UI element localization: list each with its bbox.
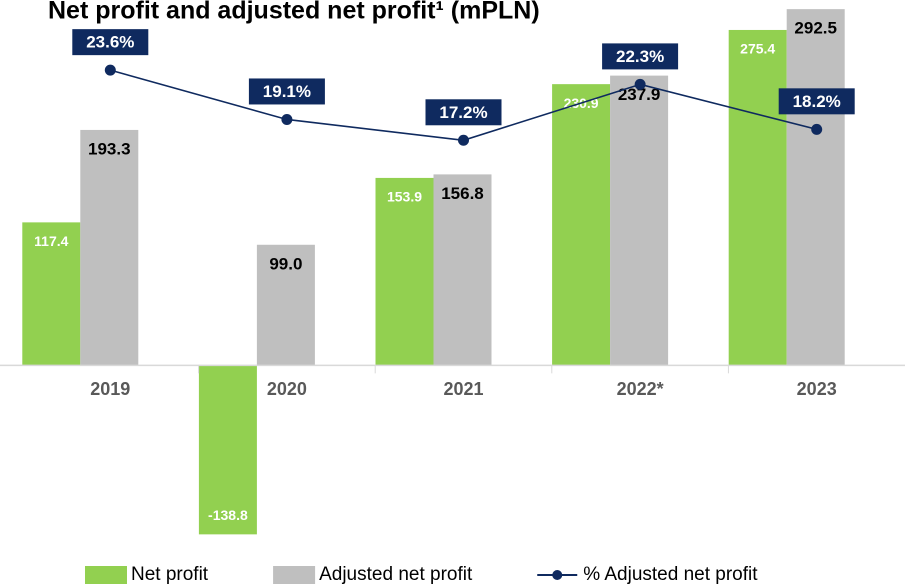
data-label: 19.1% bbox=[263, 82, 311, 101]
x-tick-label: 2019 bbox=[90, 379, 130, 399]
line-marker bbox=[458, 134, 469, 146]
line-marker bbox=[811, 123, 823, 135]
bar bbox=[610, 75, 669, 366]
line-marker bbox=[104, 64, 116, 76]
data-label: 275.4 bbox=[740, 41, 775, 57]
legend-label: Adjusted net profit bbox=[319, 564, 473, 585]
line-marker bbox=[281, 113, 293, 125]
data-label: -138.8 bbox=[208, 507, 248, 523]
legend-swatch bbox=[85, 566, 127, 584]
bar bbox=[22, 222, 81, 366]
bar bbox=[552, 84, 611, 366]
legend-label: Net profit bbox=[131, 564, 209, 585]
data-label: 99.0 bbox=[269, 254, 302, 273]
data-label: 156.8 bbox=[441, 184, 484, 203]
legend-swatch bbox=[273, 566, 316, 584]
data-label: 17.2% bbox=[439, 103, 487, 122]
legend-marker bbox=[552, 570, 563, 580]
legend-label: % Adjusted net profit bbox=[583, 564, 758, 585]
data-label-box bbox=[72, 29, 149, 56]
data-label-box bbox=[425, 99, 502, 126]
bar bbox=[198, 365, 257, 535]
chart-title: Net profit and adjusted net profit¹ (mPL… bbox=[48, 0, 540, 25]
bar bbox=[80, 129, 139, 366]
data-label: 23.6% bbox=[86, 33, 134, 52]
bar bbox=[786, 9, 845, 366]
data-label-box bbox=[248, 78, 325, 105]
x-tick-label: 2023 bbox=[797, 379, 837, 399]
data-label: 237.9 bbox=[618, 85, 661, 104]
x-tick-label: 2022* bbox=[617, 379, 664, 399]
data-label: 18.2% bbox=[793, 92, 841, 111]
bar bbox=[728, 29, 787, 366]
bar bbox=[433, 174, 492, 366]
bar bbox=[375, 177, 434, 366]
data-label: 292.5 bbox=[794, 19, 837, 38]
data-label: 117.4 bbox=[34, 233, 68, 249]
data-label: 153.9 bbox=[387, 189, 422, 205]
data-label: 22.3% bbox=[616, 47, 664, 66]
bar bbox=[256, 244, 315, 366]
data-label-box bbox=[778, 88, 855, 115]
x-tick-label: 2021 bbox=[443, 379, 483, 399]
x-tick-label: 2020 bbox=[267, 379, 307, 399]
data-label-box bbox=[602, 43, 679, 70]
data-label: 193.3 bbox=[88, 139, 131, 158]
line-marker bbox=[634, 78, 646, 90]
